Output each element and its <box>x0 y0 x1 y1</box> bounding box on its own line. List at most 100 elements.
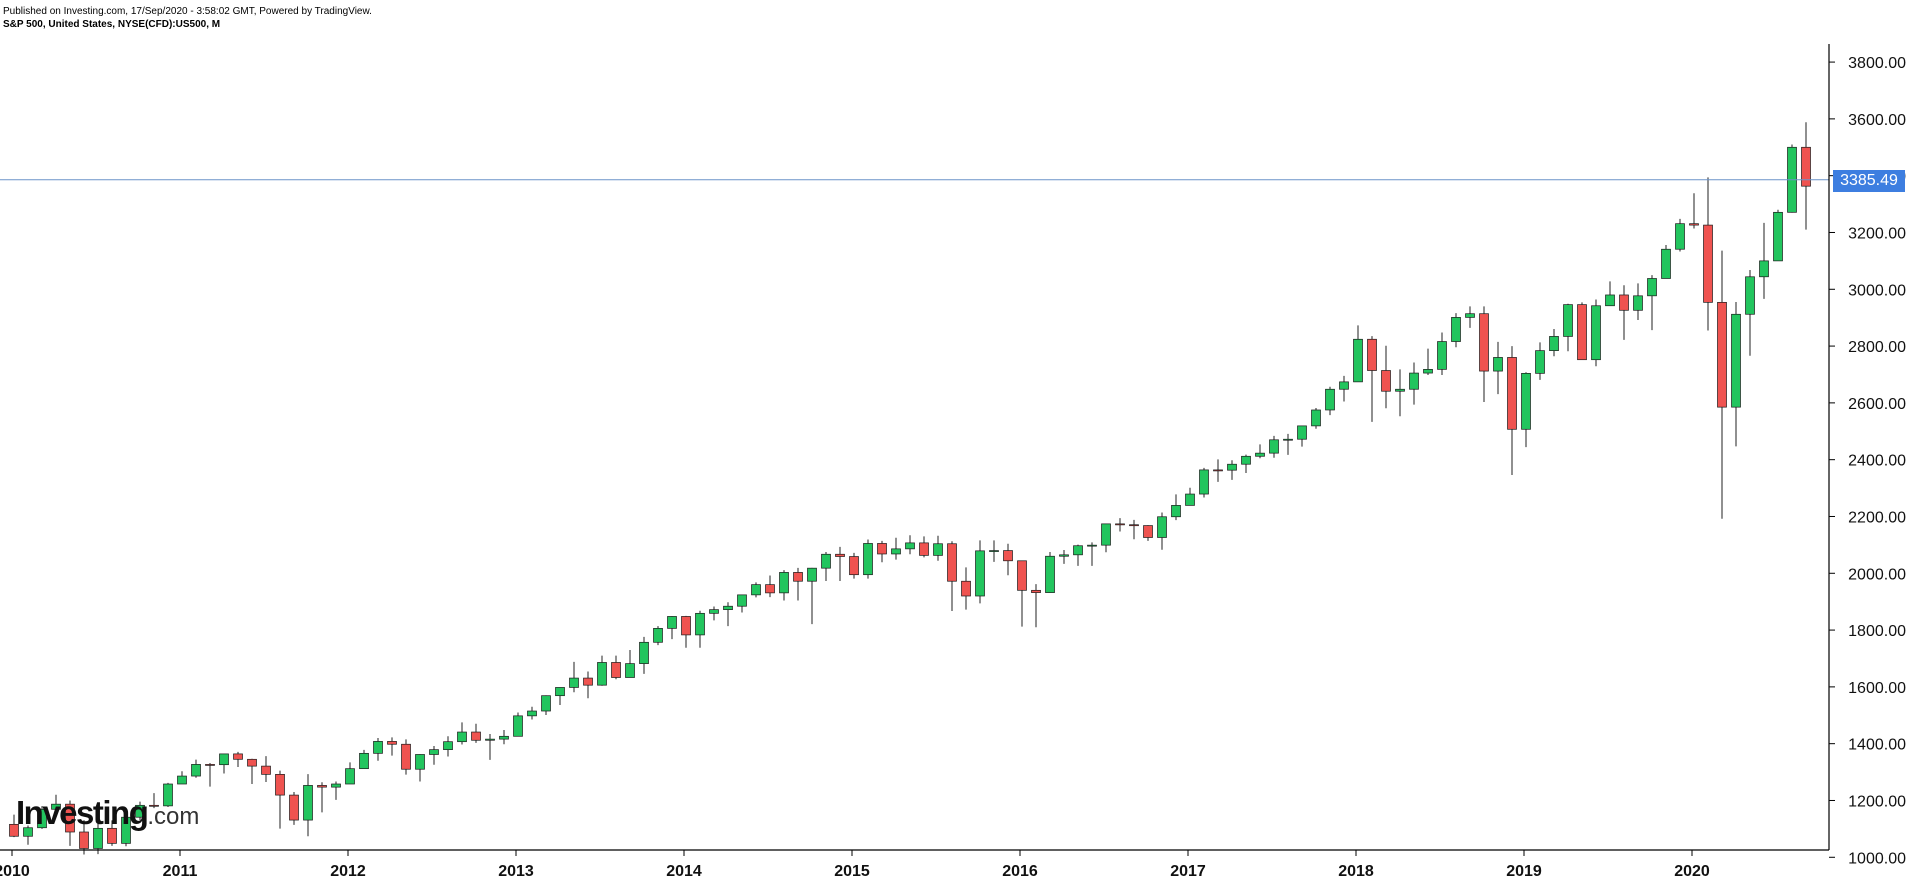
candle-body-down <box>1003 550 1013 562</box>
candle-body-up <box>303 785 313 821</box>
candle-body-up <box>695 612 705 636</box>
candle <box>1493 341 1503 395</box>
candle <box>667 616 677 640</box>
x-tick-label: 2010 <box>0 863 30 880</box>
candle-body-up <box>1283 438 1293 441</box>
candle-body-up <box>1465 313 1475 318</box>
candle <box>1535 342 1545 380</box>
candle-body-up <box>121 816 131 844</box>
candle <box>625 649 635 678</box>
candles-layer <box>0 122 1829 855</box>
candle-body-up <box>1059 554 1069 557</box>
candle <box>415 754 425 782</box>
candle <box>1759 222 1769 299</box>
candle-body-up <box>359 752 369 770</box>
candle <box>765 575 775 598</box>
candle-body-up <box>1549 336 1559 351</box>
candle <box>1115 518 1125 532</box>
candle-body-up <box>667 616 677 629</box>
candle <box>905 535 915 555</box>
candle-body-down <box>765 584 775 594</box>
candle-body-up <box>821 553 831 569</box>
x-tick-label: 2011 <box>163 863 198 880</box>
candle-body-up <box>639 641 649 664</box>
y-tick-label: 3200.00 <box>1848 225 1906 242</box>
candle-body-down <box>1115 523 1125 526</box>
candle <box>653 626 663 646</box>
candle-body-up <box>1269 439 1279 454</box>
candle <box>597 655 607 686</box>
candle-body-up <box>905 542 915 550</box>
candle <box>1199 467 1209 498</box>
candle <box>1101 523 1111 553</box>
candle <box>373 738 383 761</box>
x-tick-label: 2017 <box>1170 863 1206 880</box>
candle <box>1213 459 1223 482</box>
candle-body-down <box>275 774 285 796</box>
candle <box>429 745 439 765</box>
candle <box>989 540 999 562</box>
candle <box>1633 283 1643 320</box>
candle-body-up <box>219 753 229 766</box>
candle-body-up <box>807 567 817 582</box>
candle <box>51 794 61 812</box>
candle <box>541 695 551 715</box>
candle <box>1661 244 1671 279</box>
candle-body-up <box>51 803 61 810</box>
candle-body-up <box>1325 388 1335 411</box>
candle-body-up <box>373 741 383 754</box>
candle <box>1479 306 1489 403</box>
candle-body-up <box>779 572 789 594</box>
candle <box>1591 299 1601 367</box>
x-tick-label: 2018 <box>1338 863 1374 880</box>
candle-body-down <box>1129 524 1139 527</box>
candle <box>849 552 859 579</box>
candle <box>695 610 705 648</box>
candle-body-up <box>1731 313 1741 408</box>
candle-body-up <box>863 543 873 576</box>
candle-body-up <box>177 775 187 785</box>
candle-body-up <box>1353 338 1363 383</box>
candle <box>639 636 649 674</box>
candle <box>247 758 257 785</box>
candle <box>93 823 103 855</box>
candle-body-down <box>1619 294 1629 311</box>
candle <box>499 730 509 745</box>
candle <box>443 736 453 757</box>
candle <box>1339 375 1349 402</box>
candle-body-down <box>9 823 19 837</box>
candle-body-up <box>1157 516 1167 538</box>
candle <box>9 814 19 838</box>
candle <box>1423 348 1433 376</box>
candle <box>891 537 901 560</box>
investing-logo: Investing.com <box>16 796 199 829</box>
candle-body-up <box>1073 545 1083 556</box>
x-tick-label: 2016 <box>1002 863 1038 880</box>
candle <box>961 567 971 610</box>
candle-body-down <box>611 662 621 678</box>
candle <box>877 540 887 563</box>
candle <box>233 751 243 767</box>
candle-body-up <box>443 741 453 750</box>
candle-body-down <box>1479 313 1489 372</box>
candle <box>1563 303 1573 352</box>
candle-body-down <box>247 758 257 767</box>
candle-body-up <box>1591 305 1601 361</box>
x-tick-label: 2020 <box>1674 863 1710 880</box>
candle <box>1171 494 1181 521</box>
candle <box>821 551 831 581</box>
candle <box>835 546 845 581</box>
candle-body-down <box>1507 357 1517 430</box>
candle-body-up <box>93 827 103 849</box>
candle <box>331 781 341 800</box>
candle-body-up <box>1661 248 1671 279</box>
candle-body-up <box>723 605 733 610</box>
candle-body-up <box>1199 469 1209 495</box>
candle-body-up <box>191 764 201 777</box>
candle <box>1003 543 1013 576</box>
candle <box>1367 336 1377 422</box>
candle-body-up <box>1297 425 1307 440</box>
candle <box>303 774 313 837</box>
candle-body-up <box>527 710 537 717</box>
